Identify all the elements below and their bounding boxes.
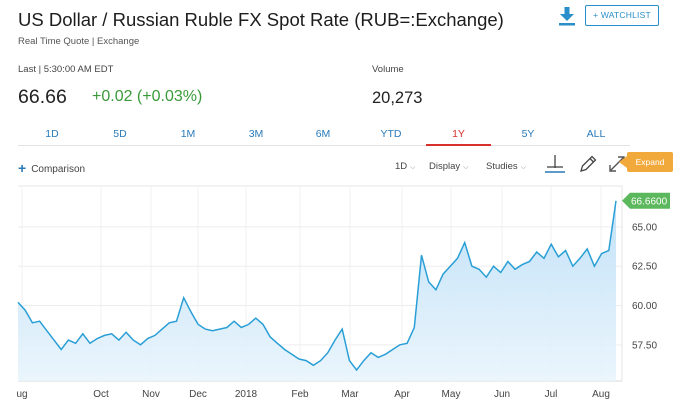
x-tick-label: 2018 [235, 389, 258, 400]
price-change: +0.02 (+0.03%) [92, 88, 203, 105]
y-tick-label: 65.00 [632, 222, 657, 233]
x-tick-label: Aug [592, 389, 610, 400]
last-trade-time: Last | 5:30:00 AM EDT [18, 64, 114, 75]
chevron-down-icon: ⌵ [520, 164, 526, 171]
time-range-tabs: 1D 5D 1M 3M 6M YTD 1Y 5Y ALL [18, 122, 630, 146]
volume-value: 20,273 [372, 89, 423, 107]
crosshair-tool-icon[interactable] [544, 153, 566, 175]
quote-source: Real Time Quote | Exchange [18, 36, 140, 47]
x-tick-label: Mar [341, 389, 359, 400]
range-tab-5y[interactable]: 5Y [521, 128, 535, 140]
price-chart[interactable]: 57.50 60.00 62.50 65.00 ug Oct Nov Dec 2018 Feb M… [0, 180, 680, 420]
x-tick-label: Jul [545, 389, 558, 400]
expand-button[interactable]: Expand [619, 152, 673, 172]
last-value-marker [622, 192, 670, 209]
comparison-button[interactable]: + Comparison [18, 160, 85, 176]
display-dropdown[interactable]: Display ⌵ [429, 161, 468, 172]
y-tick-label: 57.50 [632, 340, 657, 351]
x-tick-label: Dec [189, 389, 207, 400]
range-tab-1d[interactable]: 1D [45, 128, 59, 140]
add-to-watchlist-button[interactable]: + WATCHLIST [585, 5, 659, 26]
price-line [17, 200, 617, 372]
last-price: 66.66 [18, 86, 67, 108]
x-tick-label: May [442, 389, 461, 400]
y-tick-label: 62.50 [632, 262, 657, 273]
range-tab-all[interactable]: ALL [586, 128, 606, 140]
interval-dropdown[interactable]: 1D ⌵ [395, 161, 415, 172]
x-tick-label: ug [16, 389, 27, 400]
range-tab-3m[interactable]: 3M [248, 128, 264, 140]
comparison-label: Comparison [31, 164, 86, 175]
pencil-draw-icon[interactable] [577, 153, 599, 175]
y-tick-label: 60.00 [632, 301, 657, 312]
x-tick-label: Oct [93, 389, 109, 400]
x-tick-label: Nov [142, 389, 160, 400]
studies-dropdown[interactable]: Studies ⌵ [486, 161, 526, 172]
x-tick-label: Feb [291, 389, 309, 400]
range-tab-1m[interactable]: 1M [180, 128, 196, 140]
x-tick-label: Jun [494, 389, 510, 400]
display-label: Display [429, 161, 461, 172]
volume-label: Volume [372, 64, 404, 75]
price-area-fill [18, 200, 616, 381]
plus-icon: + [18, 160, 27, 176]
chevron-down-icon: ⌵ [410, 164, 416, 171]
range-tab-1y[interactable]: 1Y [426, 122, 491, 146]
last-value-label: 66.6600 [631, 196, 668, 207]
page-title: US Dollar / Russian Ruble FX Spot Rate (… [18, 9, 504, 30]
chevron-down-icon: ⌵ [463, 164, 469, 171]
studies-label: Studies [486, 161, 518, 172]
download-icon[interactable] [556, 5, 578, 27]
x-tick-label: Apr [394, 389, 410, 400]
range-tab-6m[interactable]: 6M [315, 128, 331, 140]
range-tab-5d[interactable]: 5D [113, 128, 127, 140]
range-tab-ytd[interactable]: YTD [380, 128, 402, 140]
interval-label: 1D [395, 161, 408, 172]
